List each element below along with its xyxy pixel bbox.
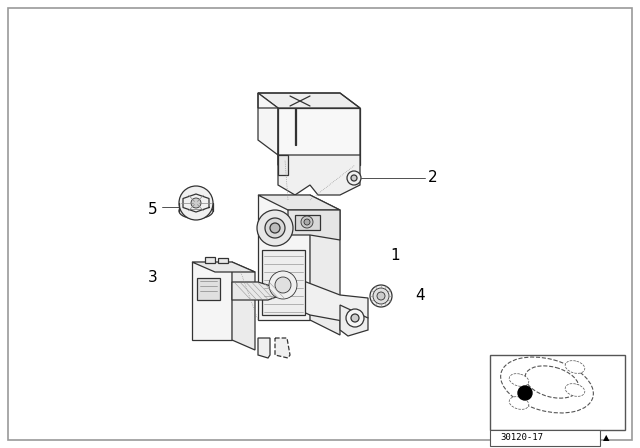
Polygon shape xyxy=(278,108,360,165)
Ellipse shape xyxy=(565,383,585,396)
Circle shape xyxy=(275,277,291,293)
Polygon shape xyxy=(288,275,368,322)
Polygon shape xyxy=(310,195,340,335)
Ellipse shape xyxy=(500,357,593,413)
Polygon shape xyxy=(258,93,360,108)
Circle shape xyxy=(351,175,357,181)
Polygon shape xyxy=(192,262,255,272)
Polygon shape xyxy=(258,195,340,210)
Ellipse shape xyxy=(179,203,213,219)
Polygon shape xyxy=(232,282,290,300)
Circle shape xyxy=(304,219,310,225)
Ellipse shape xyxy=(509,396,529,409)
Circle shape xyxy=(265,218,285,238)
Polygon shape xyxy=(192,262,232,340)
Circle shape xyxy=(347,171,361,185)
Ellipse shape xyxy=(509,374,529,386)
Text: 3: 3 xyxy=(148,271,157,285)
Polygon shape xyxy=(232,262,255,350)
Ellipse shape xyxy=(525,366,579,398)
Bar xyxy=(490,430,600,446)
Polygon shape xyxy=(258,93,278,155)
Text: 2: 2 xyxy=(428,171,438,185)
Text: 30120-17: 30120-17 xyxy=(500,434,543,443)
Circle shape xyxy=(370,285,392,307)
Polygon shape xyxy=(258,195,310,320)
Polygon shape xyxy=(205,257,215,263)
Circle shape xyxy=(269,271,297,299)
Circle shape xyxy=(301,216,313,228)
Circle shape xyxy=(351,314,359,322)
Circle shape xyxy=(257,210,293,246)
Polygon shape xyxy=(288,210,340,240)
Polygon shape xyxy=(197,278,220,300)
Bar xyxy=(490,355,625,430)
Text: 1: 1 xyxy=(390,247,399,263)
Polygon shape xyxy=(278,155,360,195)
Polygon shape xyxy=(218,258,228,263)
Circle shape xyxy=(191,198,201,208)
Circle shape xyxy=(270,223,280,233)
Circle shape xyxy=(179,186,213,220)
Polygon shape xyxy=(258,338,270,358)
Circle shape xyxy=(518,386,532,400)
Text: 5: 5 xyxy=(148,202,157,217)
Polygon shape xyxy=(262,250,305,315)
Text: 4: 4 xyxy=(415,288,424,302)
Polygon shape xyxy=(295,215,320,230)
Ellipse shape xyxy=(565,361,585,373)
Circle shape xyxy=(373,288,389,304)
Polygon shape xyxy=(278,155,288,175)
Polygon shape xyxy=(340,305,368,336)
Circle shape xyxy=(346,309,364,327)
Circle shape xyxy=(377,292,385,300)
Polygon shape xyxy=(275,338,290,358)
Text: ▲: ▲ xyxy=(603,434,609,443)
